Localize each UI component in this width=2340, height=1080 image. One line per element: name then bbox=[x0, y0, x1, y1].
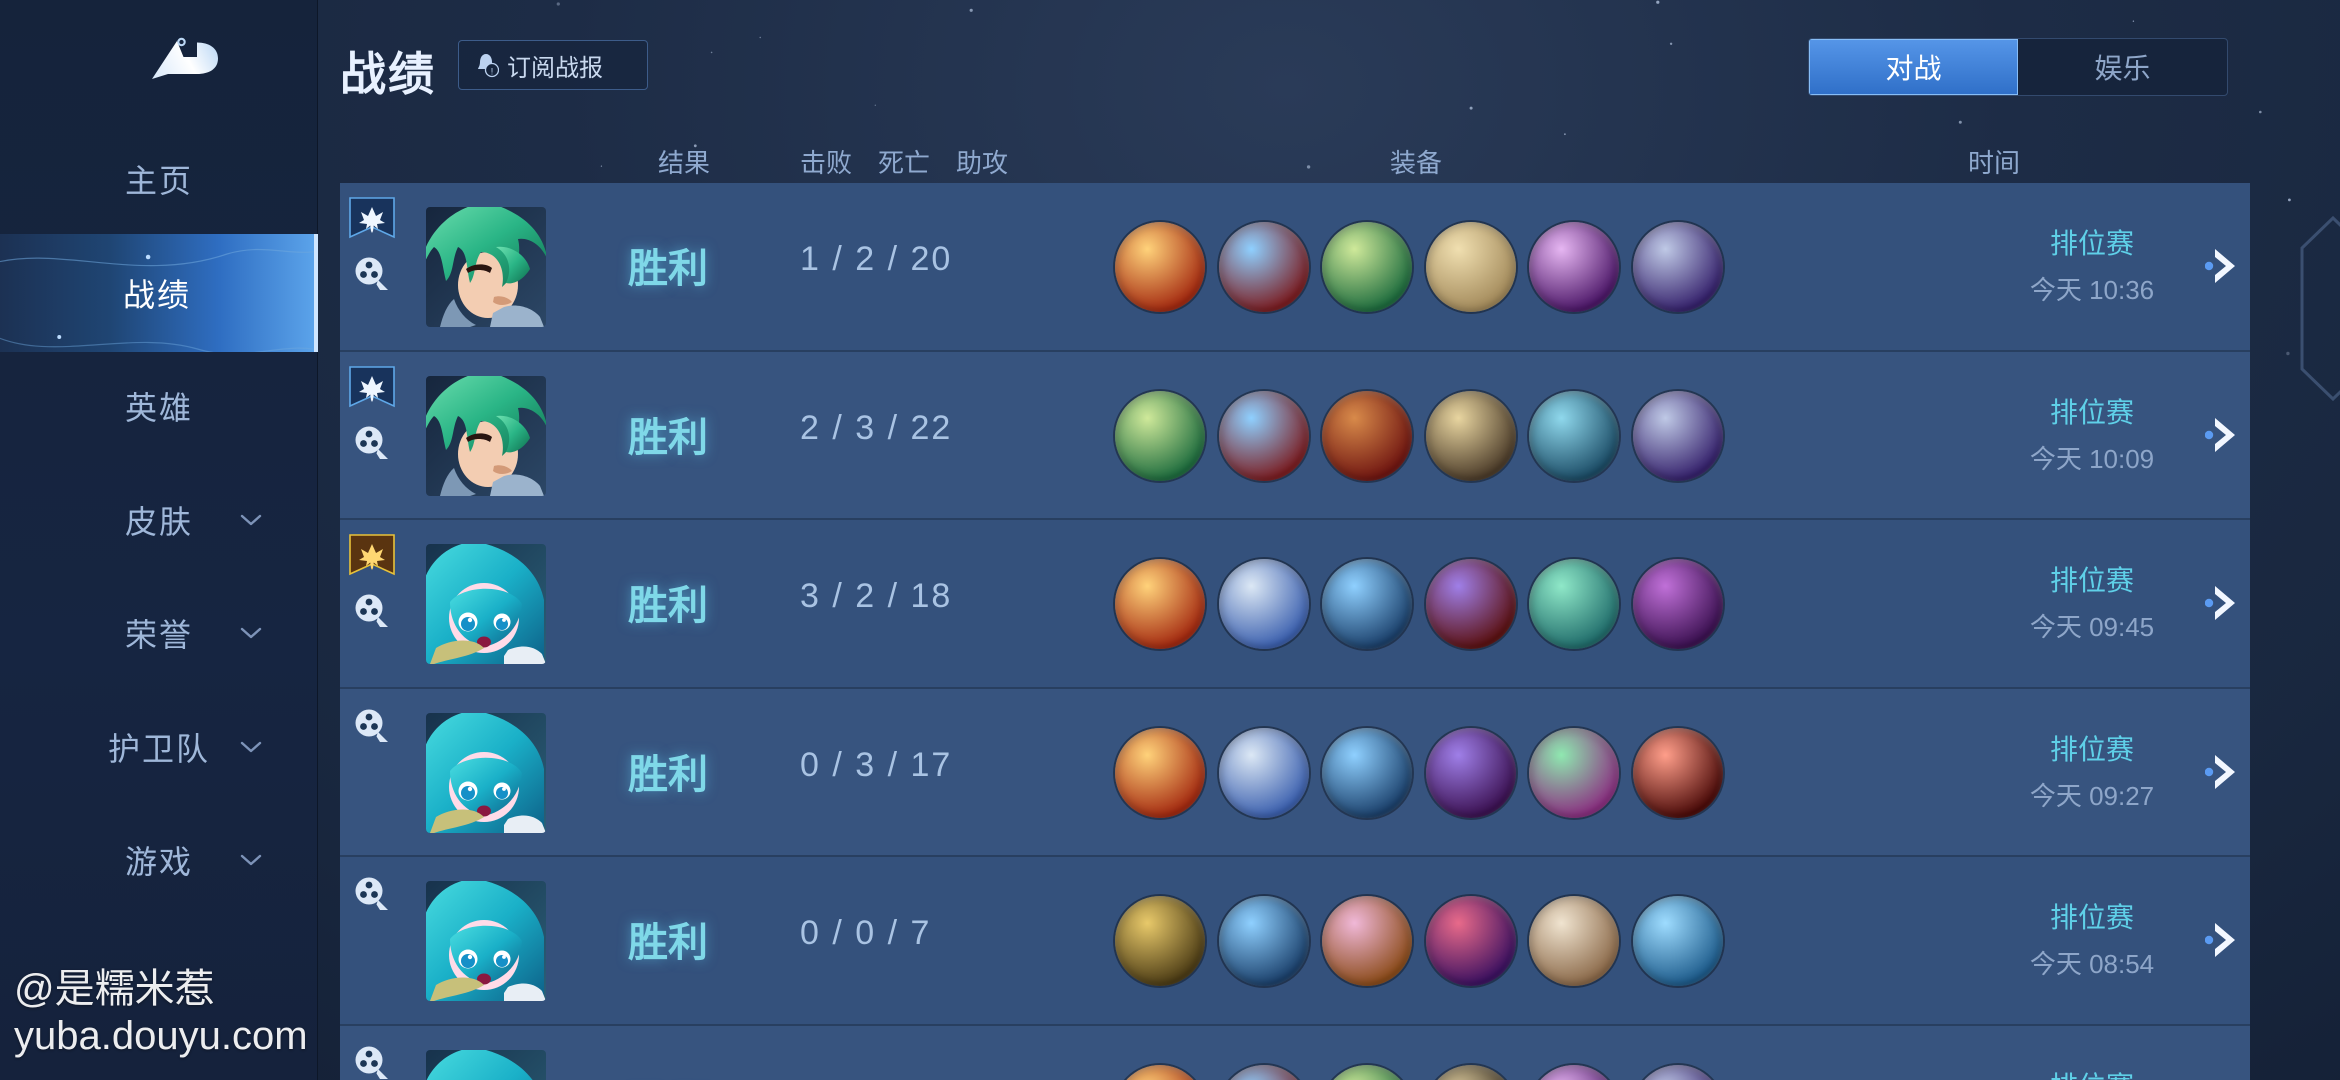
svg-text:!: ! bbox=[491, 67, 494, 77]
